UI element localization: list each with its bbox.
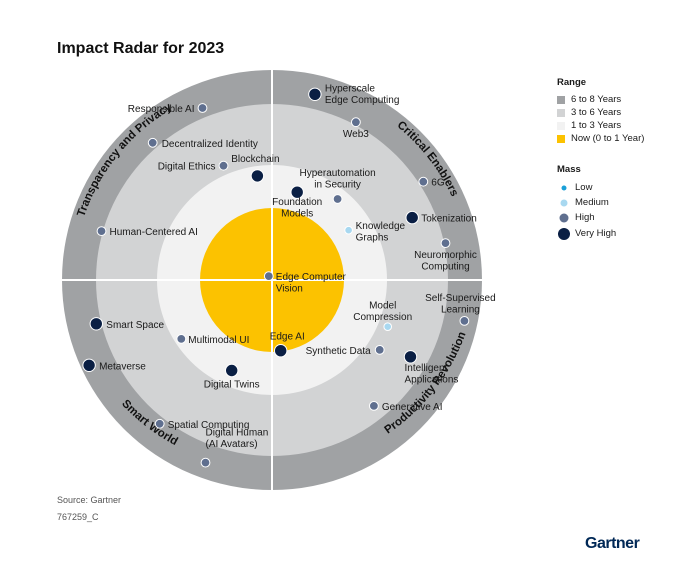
tech-label: Knowledge Graphs [356, 221, 406, 244]
tech-label: Web3 [343, 129, 369, 140]
mass-legend-label: Medium [575, 197, 609, 208]
tech-label: Digital Twins [204, 380, 260, 391]
range-legend-item: Now (0 to 1 Year) [557, 132, 644, 145]
tech-point-edge-ai [274, 344, 288, 358]
technology-points: Responsible AI Decentralized Identity Digi… [82, 83, 496, 468]
range-legend-label: 6 to 8 Years [571, 94, 622, 105]
tech-point-synthetic-data [374, 345, 385, 355]
tech-point-6g [418, 176, 429, 187]
range-legend-title: Range [557, 77, 587, 88]
range-swatch [557, 121, 565, 130]
tech-label: Hyperautomation in Security [300, 168, 376, 191]
tech-point-spatial-computing [154, 418, 165, 429]
tech-label: Tokenization [421, 214, 477, 225]
range-legend-item: 6 to 8 Years [557, 93, 644, 106]
tech-label: Foundation Models [272, 197, 322, 220]
tech-point-web3 [351, 117, 361, 128]
tech-point-digital-ethics [218, 160, 229, 171]
range-legend-item: 3 to 6 Years [557, 106, 644, 119]
mass-dot-low [561, 185, 567, 190]
mass-legend-item: Medium [557, 195, 616, 210]
tech-label: Metaverse [99, 361, 146, 372]
page-title: Impact Radar for 2023 [57, 40, 225, 57]
tech-point-generative-ai [369, 401, 379, 411]
tech-label: Human-Centered AI [110, 227, 198, 238]
mass-legend-label: Low [575, 182, 593, 193]
range-legend-label: 3 to 6 Years [571, 107, 622, 118]
tech-point-edge-computer-vision [263, 271, 274, 282]
tech-point-decentralized-identity [147, 137, 158, 148]
tech-label: Edge Computer Vision [276, 272, 347, 295]
mass-legend: Mass Low Medium High Very High [557, 164, 616, 242]
impact-radar-chart: Transparency and Privacy Critical Enable… [62, 70, 496, 490]
tech-point-neuromorphic-computing [440, 238, 451, 249]
mass-dot-high [559, 213, 569, 222]
source-note: Source: Gartner [57, 495, 122, 505]
tech-point-digital-twins [225, 363, 239, 378]
tech-label: Intelligent Applications [405, 363, 459, 386]
mass-legend-item: Low [557, 180, 616, 195]
tech-point-model-compression [383, 322, 393, 332]
tech-point-blockchain [250, 169, 265, 183]
tech-point-hyperscale-edge-computing [308, 87, 322, 102]
tech-point-metaverse [82, 358, 96, 372]
mass-legend-label: Very High [575, 228, 617, 239]
tech-label: Synthetic Data [306, 346, 371, 357]
tech-point-hyperautomation-in-security [332, 194, 343, 204]
tech-label: Neuromorphic Computing [414, 250, 477, 273]
tech-label: Spatial Computing [168, 420, 250, 431]
tech-point-human-centered-ai [96, 226, 107, 237]
tech-label: Edge AI [270, 332, 305, 343]
tech-point-intelligent-applications [403, 350, 418, 364]
tech-point-digital-human-ai-avatars [200, 457, 211, 468]
tech-label: Digital Human (AI Avatars) [206, 428, 269, 451]
range-legend-item: 1 to 3 Years [557, 119, 644, 132]
range-swatch [557, 134, 565, 143]
mass-dot-medium [560, 199, 568, 206]
range-legend: Range 6 to 8 Years 3 to 6 Years 1 to 3 Y… [557, 77, 644, 145]
tech-label: Hyperscale Edge Computing [325, 83, 400, 106]
range-legend-label: Now (0 to 1 Year) [571, 133, 645, 144]
tech-point-responsible-ai [197, 103, 208, 113]
mass-legend-item: Very High [557, 225, 616, 242]
tech-label: Responsible AI [128, 104, 195, 115]
tech-point-self-supervised-learning [459, 316, 470, 326]
range-swatch [557, 95, 565, 104]
tech-point-knowledge-graphs [344, 225, 353, 235]
tech-label: Generative AI [382, 402, 443, 413]
mass-legend-label: High [575, 212, 595, 223]
tech-label: Multimodal UI [188, 335, 249, 346]
mass-dot-very-high [558, 227, 570, 240]
tech-label: Digital Ethics [158, 162, 216, 173]
range-legend-label: 1 to 3 Years [571, 120, 622, 131]
tech-label: Model Compression [353, 301, 412, 324]
tech-point-foundation-models [290, 185, 304, 199]
tech-label: Self-Supervised Learning [425, 293, 496, 316]
tech-label: 6G [431, 178, 445, 189]
tech-label: Decentralized Identity [162, 139, 258, 150]
tech-label: Smart Space [106, 320, 164, 331]
tech-point-tokenization [405, 210, 419, 225]
tech-point-multimodal-ui [176, 334, 187, 344]
document-id: 767259_C [57, 512, 99, 522]
range-swatch [557, 108, 565, 117]
gartner-logo: Gartner [585, 535, 640, 552]
mass-legend-item: High [557, 210, 616, 225]
mass-legend-title: Mass [557, 164, 581, 175]
tech-label: Blockchain [231, 154, 279, 165]
tech-point-smart-space [89, 317, 104, 331]
